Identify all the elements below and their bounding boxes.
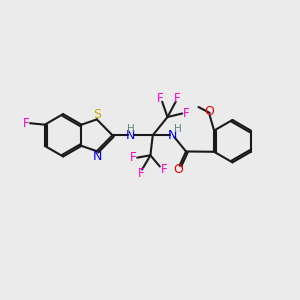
Text: F: F [160,163,167,176]
Text: N: N [93,150,102,163]
Text: F: F [157,92,163,105]
Text: O: O [173,163,183,176]
Text: N: N [168,129,178,142]
Text: F: F [138,167,144,180]
Text: O: O [205,105,214,118]
Text: F: F [23,117,30,130]
Text: N: N [126,129,135,142]
Text: H: H [174,124,182,134]
Text: F: F [174,92,181,105]
Text: H: H [127,124,134,134]
Text: F: F [183,107,190,120]
Text: S: S [93,108,101,121]
Text: F: F [130,151,136,164]
